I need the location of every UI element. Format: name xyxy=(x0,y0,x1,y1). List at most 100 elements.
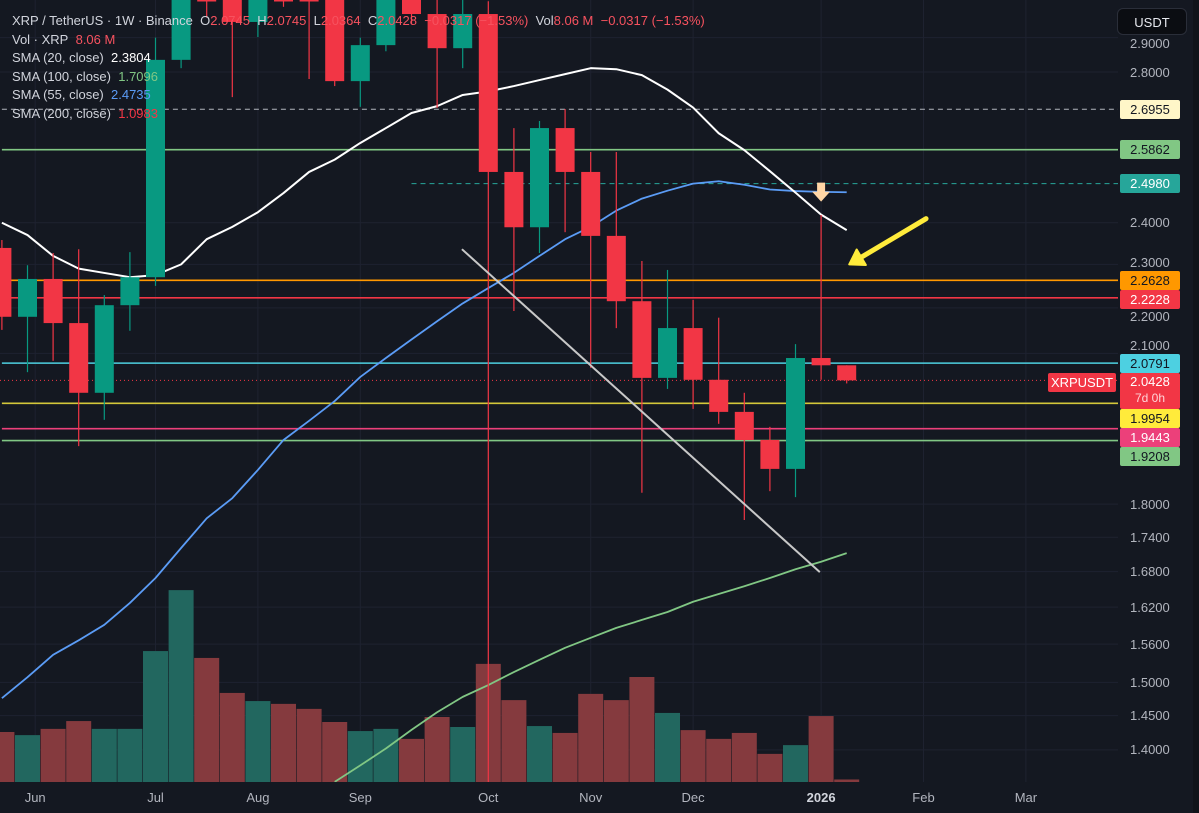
drawings[interactable] xyxy=(461,182,929,573)
time-tick-label: Feb xyxy=(912,790,935,805)
price-tick-label: 2.8000 xyxy=(1130,64,1170,80)
candle-body xyxy=(427,14,447,49)
volume-bar xyxy=(117,728,143,782)
candle-body xyxy=(350,45,370,82)
volume-bar xyxy=(245,701,271,782)
candle xyxy=(530,121,549,253)
candle xyxy=(606,152,626,329)
candle xyxy=(427,0,447,108)
volume-bar xyxy=(0,732,15,782)
arrow-head-icon xyxy=(848,248,867,266)
price-level-badge: 1.9208 xyxy=(1120,446,1180,466)
volume-bar xyxy=(834,779,860,782)
candle-body xyxy=(325,0,345,82)
candle-body xyxy=(120,277,140,306)
candle-body xyxy=(94,305,114,393)
volume-bar xyxy=(271,703,296,782)
candle-body xyxy=(453,14,473,49)
price-level-badge: 2.4980 xyxy=(1120,174,1180,194)
candle xyxy=(402,0,421,25)
candle xyxy=(325,0,345,87)
candle xyxy=(248,0,268,38)
price-tick-label: 2.3000 xyxy=(1130,254,1170,270)
indicator-sma20[interactable]: SMA (20, close) 2.3804 xyxy=(12,49,705,68)
indicator-value: 2.4735 xyxy=(111,87,151,103)
symbol-title: XRP / TetherUS · 1W · Binance xyxy=(12,13,193,28)
price-tick-label: 1.8000 xyxy=(1130,496,1170,512)
indicator-sma200[interactable]: SMA (200, close) 1.0983 xyxy=(12,105,705,124)
candle xyxy=(837,365,857,384)
vol-change: −0.0317 (−1.53%) xyxy=(600,13,705,28)
volume-bar xyxy=(91,728,117,782)
indicator-label: SMA (200, close) xyxy=(12,105,111,121)
candle xyxy=(197,0,217,18)
candle xyxy=(69,249,89,447)
time-tick-label: Oct xyxy=(478,790,499,805)
price-tick-label: 1.7400 xyxy=(1130,529,1170,545)
volume-bar xyxy=(194,657,220,782)
candle xyxy=(658,269,677,389)
candles xyxy=(0,0,857,782)
candle xyxy=(0,240,12,330)
symbol-legend-row[interactable]: XRP / TetherUS · 1W · Binance O2.0745 H2… xyxy=(12,12,705,31)
candle xyxy=(709,317,729,424)
volume-bar xyxy=(168,590,194,782)
currency-button[interactable]: USDT xyxy=(1117,8,1187,35)
candle-body xyxy=(299,0,319,2)
price-tick-label: 1.5600 xyxy=(1130,636,1170,652)
candle-body xyxy=(274,0,293,2)
bar-countdown: 7d 0h xyxy=(1134,390,1166,405)
price-tick-label: 2.9000 xyxy=(1130,36,1170,52)
price-level-badge: 1.9443 xyxy=(1120,427,1180,447)
chart-pane[interactable] xyxy=(0,0,1118,782)
volume-bar xyxy=(808,716,834,782)
price-level-badge: 2.6955 xyxy=(1120,99,1180,119)
price-level-badge: 2.2228 xyxy=(1120,289,1180,309)
candle-body xyxy=(683,328,703,380)
candle xyxy=(478,1,498,782)
candle-body xyxy=(555,128,575,172)
candle-body xyxy=(811,358,831,366)
volume-bar xyxy=(552,732,578,782)
candle-body xyxy=(222,0,242,22)
indicator-sma55[interactable]: SMA (55, close) 2.4735 xyxy=(12,86,705,105)
volume-bar xyxy=(15,735,40,782)
candle-body xyxy=(760,439,780,469)
candle xyxy=(734,392,754,520)
candle xyxy=(786,344,805,498)
sma20-line xyxy=(1,67,848,279)
price-axis-border xyxy=(1193,0,1199,813)
arrow-annotation[interactable] xyxy=(848,216,929,266)
volume-bar xyxy=(143,651,168,782)
volume-bar xyxy=(757,753,783,782)
candle xyxy=(581,152,601,368)
indicator-label: SMA (100, close) xyxy=(12,68,111,84)
volume-bar xyxy=(322,722,348,782)
price-level-badge: 2.5862 xyxy=(1120,140,1180,160)
close-value: 2.0428 xyxy=(377,13,418,28)
candle-body xyxy=(376,0,396,46)
chart-legend: XRP / TetherUS · 1W · Binance O2.0745 H2… xyxy=(12,12,705,124)
candle-body xyxy=(606,235,626,302)
candle-body xyxy=(69,323,89,393)
time-tick-label: Sep xyxy=(348,790,372,805)
indicator-sma100[interactable]: SMA (100, close) 1.7096 xyxy=(12,68,705,87)
change-value: −0.0317 (−1.53%) xyxy=(424,13,529,28)
price-tick-label: 1.4500 xyxy=(1130,708,1170,724)
candle xyxy=(760,426,780,492)
volume-bar xyxy=(527,726,552,782)
candle-body xyxy=(658,328,677,378)
trendline[interactable] xyxy=(461,248,821,573)
candle-body xyxy=(709,379,729,412)
indicator-label: SMA (20, close) xyxy=(12,50,104,66)
volume-bar xyxy=(578,693,604,782)
price-tick-label: 1.4000 xyxy=(1130,742,1170,758)
volume-bar xyxy=(424,717,450,782)
down-arrow-icon[interactable] xyxy=(812,182,831,202)
candle-body xyxy=(504,171,524,228)
indicator-vol[interactable]: Vol · XRP 8.06 M xyxy=(12,31,705,50)
volume-bar xyxy=(40,728,66,782)
price-level-badge: 2.2628 xyxy=(1120,270,1180,290)
volume-bar xyxy=(219,692,245,782)
